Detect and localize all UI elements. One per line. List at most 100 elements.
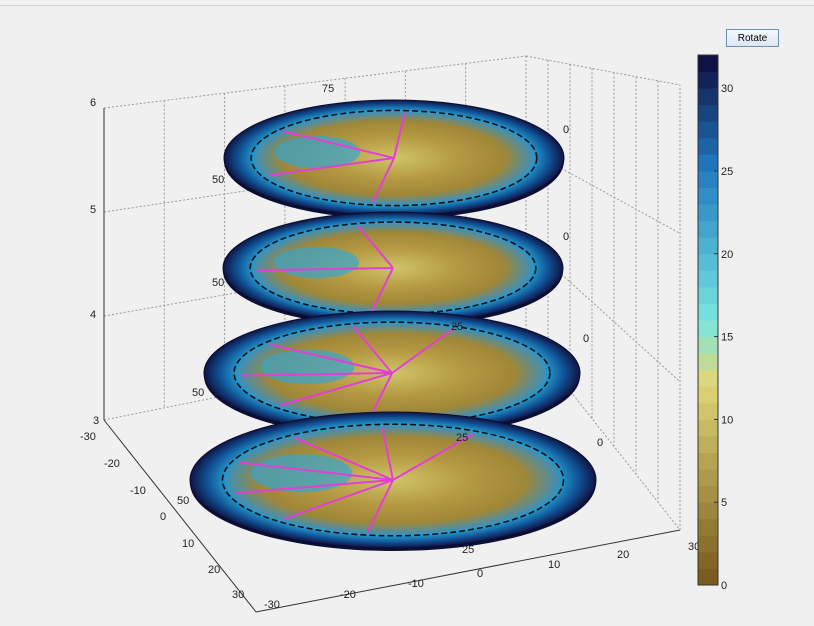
colorbar-step (698, 170, 718, 188)
colorbar-step (698, 369, 718, 387)
y-tick-label: 0 (160, 511, 166, 523)
y-tick-label: 30 (232, 589, 244, 601)
spoke-line (371, 157, 395, 204)
colorbar-tick-label: 15 (721, 332, 733, 344)
colorbar-step (698, 435, 718, 453)
grid-line (103, 55, 527, 109)
spoke-line (352, 325, 393, 374)
rotate-button[interactable]: Rotate (726, 29, 779, 47)
spoke-line (239, 461, 394, 481)
y-tick-label: -10 (130, 485, 146, 497)
spoke-line (294, 436, 394, 481)
x-tick-label: 20 (617, 549, 629, 561)
slices-layer: 75 50 0 50 0 25 50 0 25 50 25 0 (177, 83, 603, 556)
x-tick-label: -30 (264, 599, 280, 611)
grid-line (525, 241, 681, 383)
x-tick-label: -20 (340, 589, 356, 601)
colorbar-step (698, 137, 718, 155)
spoke-line (381, 426, 394, 481)
colorbar: 0 5 10 15 20 25 30 (697, 54, 733, 592)
y-tick-label: -30 (80, 431, 96, 443)
z-tick-label: 4 (90, 309, 96, 321)
colorbar-step (698, 104, 718, 122)
colorbar-step (698, 336, 718, 354)
colorbar-step (698, 353, 718, 371)
colorbar-step (698, 402, 718, 420)
z-tick-label: 6 (90, 97, 96, 109)
spoke-line (279, 372, 393, 407)
colorbar-step (698, 121, 718, 139)
slice-blue-patch (250, 454, 353, 493)
slice-blue-patch (260, 349, 355, 385)
spoke-line (268, 157, 395, 177)
slice-label: 25 (456, 432, 468, 444)
slice-label: 0 (563, 124, 569, 136)
slice-label: 50 (212, 277, 224, 289)
slice-label: 50 (177, 495, 189, 507)
colorbar-step (698, 237, 718, 255)
colorbar-step (698, 187, 718, 205)
spoke-line (392, 433, 474, 481)
colorbar-step (698, 535, 718, 553)
colorbar-step (698, 502, 718, 520)
y-tick-label: 20 (208, 564, 220, 576)
slice-label: 25 (451, 321, 463, 333)
y-tick-label: -20 (104, 458, 120, 470)
colorbar-step (698, 568, 718, 586)
colorbar-step (698, 55, 718, 73)
spoke-line (283, 479, 394, 521)
slice-label: 50 (192, 387, 204, 399)
z-tick-label: 5 (90, 204, 96, 216)
spoke-line (257, 267, 394, 272)
colorbar-step (698, 88, 718, 106)
colorbar-step (698, 452, 718, 470)
colorbar-step (698, 71, 718, 89)
colorbar-tick-label: 10 (721, 414, 733, 426)
colorbar-step (698, 253, 718, 271)
colorbar-step (698, 286, 718, 304)
spoke-line (391, 328, 454, 374)
slice-blue-patch (274, 246, 359, 279)
slice-label: 0 (563, 231, 569, 243)
spoke-line (393, 112, 406, 159)
colorbar-step (698, 270, 718, 288)
y-axis-line (103, 419, 257, 613)
colorbar-step (698, 485, 718, 503)
grid-line (525, 55, 681, 86)
slice-label: 0 (597, 437, 603, 449)
spoke-line (241, 372, 393, 377)
slice-dashed-circle (250, 109, 538, 207)
window-top-edge (0, 0, 814, 6)
spoke-line (357, 225, 394, 269)
colorbar-tick-label: 30 (721, 83, 733, 95)
spoke-line (235, 479, 394, 494)
colorbar-step (698, 154, 718, 172)
x-axis-line (255, 529, 681, 613)
y-tick-label: 10 (182, 538, 194, 550)
polar-slice: 25 50 25 0 (177, 411, 603, 556)
colorbar-step (698, 220, 718, 238)
colorbar-step (698, 386, 718, 404)
spoke-line (270, 343, 393, 374)
z-tick-label: 3 (93, 415, 99, 427)
colorbar-step (698, 303, 718, 321)
x-tick-label: 30 (688, 541, 700, 553)
slice-label: 50 (212, 174, 224, 186)
spoke-line (283, 130, 395, 159)
colorbar-step (698, 320, 718, 338)
x-tick-label: -10 (408, 578, 424, 590)
colorbar-tick-label: 25 (721, 166, 733, 178)
colorbar-step (698, 551, 718, 569)
slice-dashed-circle (221, 423, 565, 537)
colorbar-step (698, 204, 718, 222)
colorbar-frame (697, 54, 719, 586)
polar-slice: 25 50 0 (192, 310, 589, 438)
polar-slice: 50 0 (212, 211, 569, 327)
spoke-line (366, 479, 394, 533)
colorbar-step (698, 469, 718, 487)
polar-slice: 75 50 0 (212, 83, 569, 219)
slice-label: 25 (462, 544, 474, 556)
colorbar-tick-label: 5 (721, 497, 727, 509)
